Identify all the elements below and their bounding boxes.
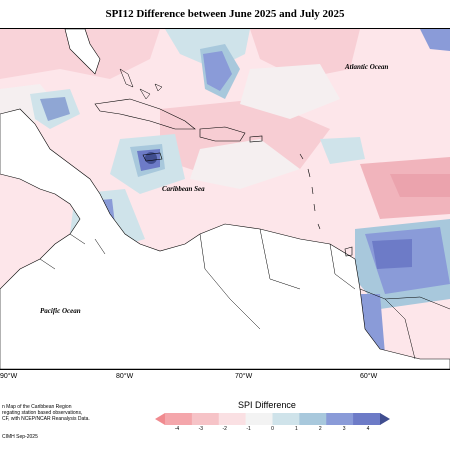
legend-tick: 1	[294, 426, 298, 432]
legend-swatch	[165, 413, 193, 425]
pink-region-north	[250, 29, 360, 79]
lon-tick-label: 70°W	[235, 373, 253, 380]
legend-swatch	[218, 413, 247, 425]
lon-tick-label: 90°W	[0, 373, 18, 380]
caribbean-sea-label: Caribbean Sea	[162, 185, 205, 193]
legend-swatch	[299, 413, 327, 425]
legend-swatch	[191, 413, 220, 425]
legend-title: SPI Difference	[238, 400, 296, 410]
legend-tick: 2	[318, 426, 322, 432]
country-borders	[199, 228, 450, 360]
neutral-patch-2	[190, 139, 300, 189]
legend-swatch	[245, 413, 273, 425]
legend-tick: -2	[222, 426, 227, 432]
footnote-line: CF, with NCEP/NCAR Reanalysis Data.	[2, 416, 90, 422]
pacific-ocean-label: Pacific Ocean	[40, 307, 81, 315]
credit-text: CIMH Sep-2025	[2, 434, 38, 440]
spi-map: Atlantic Ocean Caribbean Sea Pacific Oce…	[0, 28, 450, 370]
trinidad-outline	[344, 246, 353, 257]
lon-tick-label: 60°W	[360, 373, 378, 380]
footnote-line: regating station based observations,	[2, 410, 83, 416]
central-america-borders	[39, 233, 106, 270]
legend-swatches	[165, 413, 381, 425]
legend-swatch	[353, 413, 381, 425]
puerto-rico-outline	[249, 135, 263, 143]
blue-region-ne-corner	[420, 29, 450, 51]
legend-tick: -1	[246, 426, 251, 432]
neutral-patch-1	[240, 64, 340, 119]
atlantic-ocean-label: Atlantic Ocean	[345, 63, 389, 71]
lesser-antilles-outline	[299, 153, 321, 230]
legend-arrow-left	[155, 413, 165, 425]
blue-region-west-core	[40, 97, 70, 121]
jamaica-outline	[142, 152, 163, 162]
legend-swatch	[326, 413, 354, 425]
pink-region-east-core	[390, 174, 450, 197]
blue-region-southeast-core	[372, 239, 412, 269]
florida-landmass	[64, 29, 101, 75]
map-canvas	[0, 29, 450, 369]
footnote-line: n Map of the Caribbean Region	[2, 404, 72, 410]
hispaniola-outline	[199, 126, 246, 142]
blue-region-north-core	[203, 51, 232, 91]
map-title: SPI12 Difference between June 2025 and J…	[105, 8, 345, 20]
cuba-outline	[94, 98, 196, 130]
bahamas-outline	[119, 68, 163, 100]
blue-region-leewards	[320, 137, 365, 164]
lon-tick-label: 80°W	[116, 373, 134, 380]
legend-arrow-right	[380, 413, 390, 425]
legend-swatch	[272, 413, 300, 425]
legend-tick: 3	[342, 426, 346, 432]
legend-tick: -4	[174, 426, 180, 432]
legend-tick: 4	[366, 426, 370, 432]
legend-tick: 0	[271, 426, 274, 432]
legend-colorbar	[155, 413, 390, 425]
legend-tick: -3	[198, 426, 204, 432]
